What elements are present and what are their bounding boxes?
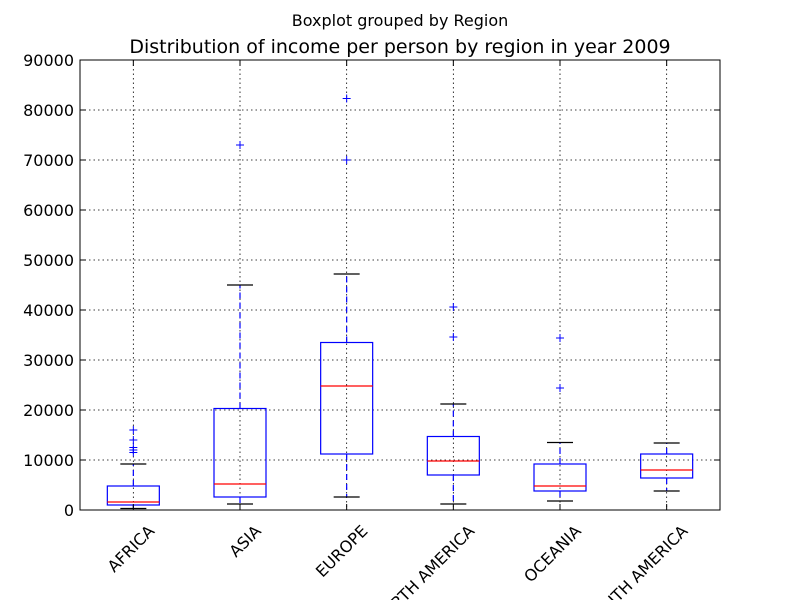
box-asia xyxy=(213,141,267,505)
x-tick-label: AFRICA xyxy=(104,521,159,576)
y-tick-label: 60000 xyxy=(23,201,74,220)
flier-point xyxy=(342,94,351,103)
flier-point xyxy=(129,426,138,434)
chart-suptitle: Boxplot grouped by Region xyxy=(292,11,509,30)
y-tick-label: 40000 xyxy=(23,301,74,320)
iqr-box xyxy=(426,435,480,476)
x-tick-label: ASIA xyxy=(225,521,264,560)
plot-area xyxy=(106,94,694,510)
axes xyxy=(80,59,720,511)
chart-title: Distribution of income per person by reg… xyxy=(129,36,670,58)
flier-point xyxy=(129,443,138,452)
flier-point xyxy=(556,384,564,392)
box-africa xyxy=(106,426,160,510)
box-north-america xyxy=(426,303,480,505)
flier-point xyxy=(342,156,351,164)
box-oceania xyxy=(533,334,587,502)
flier-point xyxy=(449,333,458,341)
y-tick-label: 30000 xyxy=(23,351,74,370)
x-tick-label: NORTH AMERICA xyxy=(370,521,478,600)
iqr-box xyxy=(533,463,587,492)
iqr-box xyxy=(640,453,694,479)
box-south-america xyxy=(640,442,694,492)
y-tick-label: 0 xyxy=(64,501,74,520)
y-tick-label: 20000 xyxy=(23,401,74,420)
flier-point xyxy=(556,334,564,342)
tick-labels: 0 10000 20000 30000 40000 50000 60000 70000 8000… xyxy=(23,51,691,600)
flier-point xyxy=(449,303,458,311)
box-europe xyxy=(320,94,374,498)
iqr-box xyxy=(320,341,374,455)
plot-frame xyxy=(79,59,721,511)
y-tick-label: 10000 xyxy=(23,451,74,470)
y-tick-label: 70000 xyxy=(23,151,74,170)
y-tick-label: 90000 xyxy=(23,51,74,70)
x-tick-label: OCEANIA xyxy=(520,521,585,586)
x-tick-label: SOUTH AMERICA xyxy=(583,521,691,600)
flier-point xyxy=(129,436,138,444)
iqr-box xyxy=(213,407,267,498)
gridlines xyxy=(80,59,720,511)
y-tick-label: 80000 xyxy=(23,101,74,120)
flier-point xyxy=(236,141,244,149)
y-tick-label: 50000 xyxy=(23,251,74,270)
x-tick-label: EUROPE xyxy=(312,521,372,581)
